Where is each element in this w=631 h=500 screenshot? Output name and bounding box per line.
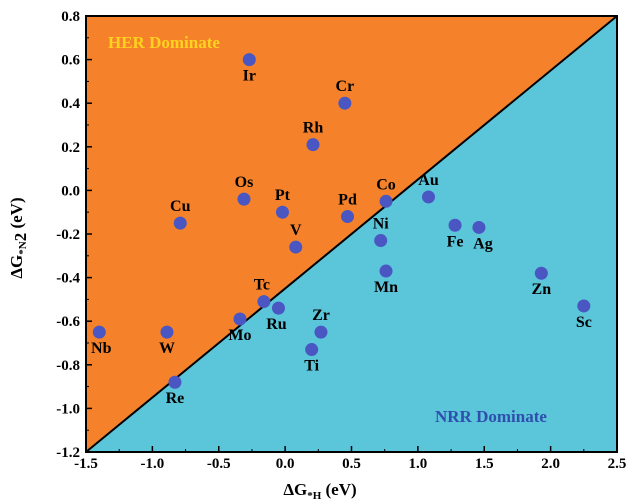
point-label-ir: Ir: [243, 68, 256, 85]
y-tick-label: -1.2: [56, 445, 80, 461]
point-label-fe: Fe: [447, 233, 464, 250]
data-point-ag: [472, 220, 486, 234]
point-label-cr: Cr: [336, 78, 355, 95]
her-dominate-label: HER Dominate: [108, 33, 220, 52]
point-label-mn: Mn: [374, 279, 398, 296]
data-point-nb: [92, 325, 106, 339]
point-label-sc: Sc: [576, 314, 592, 331]
point-label-cu: Cu: [170, 198, 191, 215]
point-label-co: Co: [376, 176, 396, 193]
point-label-nb: Nb: [91, 340, 112, 357]
data-point-fe: [448, 218, 462, 232]
point-label-ru: Ru: [266, 316, 287, 333]
y-tick-label: -0.2: [56, 227, 80, 243]
y-axis-title-unit: (eV): [7, 197, 26, 232]
data-point-ni: [374, 234, 388, 248]
point-label-os: Os: [235, 174, 254, 191]
data-point-au: [421, 190, 435, 204]
x-tick-label: 0.0: [276, 456, 295, 472]
point-label-au: Au: [418, 172, 439, 189]
x-tick-label: 1.5: [475, 456, 494, 472]
y-tick-label: -0.6: [56, 314, 80, 330]
data-point-ru: [271, 301, 285, 315]
x-axis-title: ΔG*H (eV): [283, 480, 356, 500]
x-axis-ticks: -1.5 -1.0 -0.5 0.0 0.5 1.0 1.5 2.0 2.5: [74, 446, 626, 472]
point-label-pt: Pt: [275, 187, 291, 204]
point-label-rh: Rh: [303, 120, 324, 137]
x-tick-label: -1.5: [74, 456, 98, 472]
y-tick-label: -1.0: [56, 401, 80, 417]
data-point-rh: [306, 138, 320, 152]
y-tick-label: -0.8: [56, 358, 80, 374]
y-tick-label: 0.0: [61, 183, 80, 199]
y-tick-label: 0.8: [61, 9, 80, 25]
x-tick-label: 1.0: [409, 456, 428, 472]
data-point-sc: [577, 299, 591, 313]
data-point-mn: [379, 264, 393, 278]
point-label-v: V: [290, 222, 302, 239]
x-tick-label: 2.5: [608, 456, 627, 472]
point-label-ti: Ti: [304, 358, 319, 375]
point-label-tc: Tc: [254, 277, 270, 294]
x-tick-label: 2.0: [541, 456, 560, 472]
plot-frame: [85, 15, 618, 453]
data-point-tc: [257, 295, 271, 309]
x-tick-label: 0.5: [342, 456, 361, 472]
data-point-ti: [305, 343, 319, 357]
data-point-v: [289, 240, 303, 254]
data-point-re: [168, 375, 182, 389]
x-axis-title-sub: *H: [307, 490, 322, 500]
point-label-w: W: [159, 340, 175, 357]
data-point-cr: [338, 96, 352, 110]
y-axis-title: ΔG*N2 (eV): [7, 197, 30, 278]
x-axis-title-unit: (eV): [321, 480, 356, 499]
y-axis-ticks: -1.2 -1.0 -0.8 -0.6 -0.4 -0.2 0.0 0.2 0.4 0.6 0.8: [56, 9, 92, 461]
point-label-mo: Mo: [228, 327, 251, 344]
point-label-ag: Ag: [473, 235, 493, 252]
data-point-co: [379, 194, 393, 208]
point-label-ni: Ni: [373, 216, 390, 233]
point-label-zn: Zn: [532, 281, 552, 298]
y-axis-title-sub2: 2: [11, 233, 30, 242]
data-point-zn: [534, 266, 548, 280]
data-points: Ir Cr Rh Os Pt Pd Co Au Cu V Ni Fe Ag Mn Zn Tc Ru Sc Mo Nb W…: [91, 53, 592, 407]
data-point-mo: [233, 312, 247, 326]
y-tick-label: 0.4: [61, 96, 80, 112]
x-axis-title-main: ΔG: [283, 480, 307, 499]
y-axis-title-sub: *N: [17, 241, 29, 255]
y-tick-label: 0.6: [61, 53, 80, 69]
nrr-dominate-label: NRR Dominate: [435, 407, 547, 426]
y-tick-label: 0.2: [61, 140, 80, 156]
point-label-re: Re: [166, 390, 185, 407]
y-tick-label: -0.4: [56, 271, 80, 287]
point-label-pd: Pd: [338, 192, 357, 209]
data-point-os: [237, 192, 251, 206]
x-tick-label: -0.5: [207, 456, 231, 472]
y-axis-title-main: ΔG: [7, 255, 26, 279]
data-point-ir: [242, 53, 256, 67]
point-label-zr: Zr: [312, 307, 330, 324]
data-point-pt: [275, 205, 289, 219]
data-point-w: [160, 325, 174, 339]
data-point-zr: [314, 325, 328, 339]
x-tick-label: -1.0: [141, 456, 165, 472]
data-point-cu: [173, 216, 187, 230]
data-point-pd: [341, 210, 355, 224]
